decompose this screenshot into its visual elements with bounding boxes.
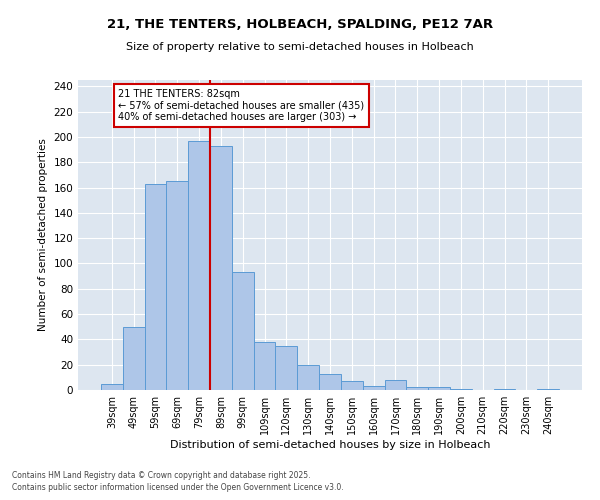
- Bar: [188, 140, 210, 390]
- Text: Size of property relative to semi-detached houses in Holbeach: Size of property relative to semi-detach…: [126, 42, 474, 52]
- Bar: [275, 346, 297, 390]
- Y-axis label: Number of semi-detached properties: Number of semi-detached properties: [38, 138, 48, 332]
- Bar: [428, 388, 450, 390]
- Bar: [232, 272, 254, 390]
- Bar: [297, 364, 319, 390]
- Bar: [363, 386, 385, 390]
- Text: Contains HM Land Registry data © Crown copyright and database right 2025.: Contains HM Land Registry data © Crown c…: [12, 470, 311, 480]
- Bar: [166, 181, 188, 390]
- Bar: [385, 380, 406, 390]
- Bar: [450, 388, 472, 390]
- Bar: [341, 381, 363, 390]
- Bar: [254, 342, 275, 390]
- Bar: [101, 384, 123, 390]
- X-axis label: Distribution of semi-detached houses by size in Holbeach: Distribution of semi-detached houses by …: [170, 440, 490, 450]
- Text: Contains public sector information licensed under the Open Government Licence v3: Contains public sector information licen…: [12, 483, 344, 492]
- Bar: [537, 388, 559, 390]
- Bar: [123, 326, 145, 390]
- Bar: [494, 388, 515, 390]
- Bar: [210, 146, 232, 390]
- Text: 21, THE TENTERS, HOLBEACH, SPALDING, PE12 7AR: 21, THE TENTERS, HOLBEACH, SPALDING, PE1…: [107, 18, 493, 30]
- Bar: [145, 184, 166, 390]
- Bar: [319, 374, 341, 390]
- Bar: [406, 388, 428, 390]
- Text: 21 THE TENTERS: 82sqm
← 57% of semi-detached houses are smaller (435)
40% of sem: 21 THE TENTERS: 82sqm ← 57% of semi-deta…: [118, 89, 364, 122]
